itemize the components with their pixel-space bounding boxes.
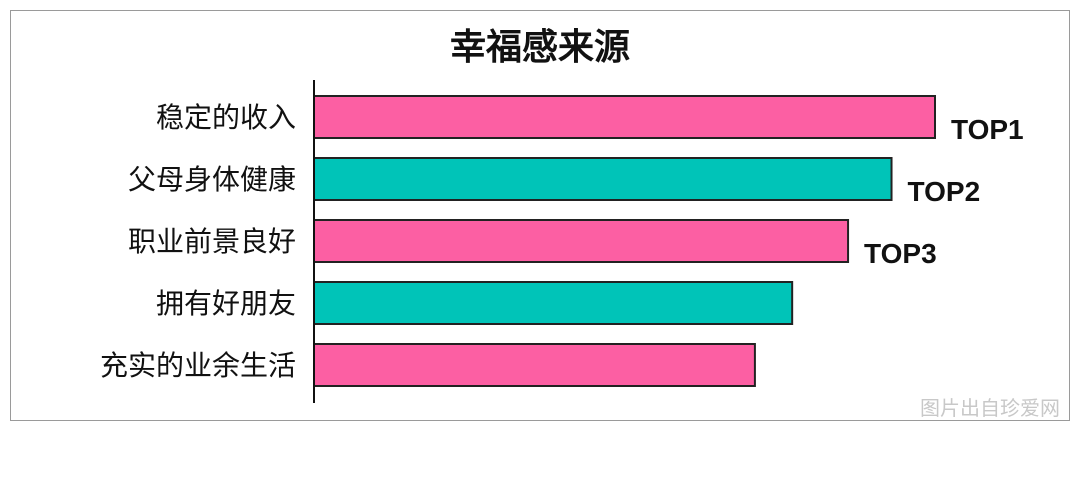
category-label: 拥有好朋友 [156, 287, 296, 320]
category-label: 父母身体健康 [128, 163, 296, 196]
data-label: TOP3 [864, 238, 937, 269]
category-label: 充实的业余生活 [100, 349, 296, 382]
category-label: 稳定的收入 [156, 101, 296, 134]
chart-title: 幸福感来源 [449, 27, 630, 68]
data-label: TOP2 [908, 176, 981, 207]
bar [313, 157, 893, 201]
chart-frame [10, 10, 1070, 421]
watermark: 图片出自珍爱网 [920, 396, 1060, 420]
bar [313, 219, 850, 263]
bar [313, 343, 756, 387]
bar [313, 95, 936, 139]
data-label: TOP1 [951, 114, 1024, 145]
category-label: 职业前景良好 [128, 225, 296, 258]
bar [313, 281, 794, 325]
